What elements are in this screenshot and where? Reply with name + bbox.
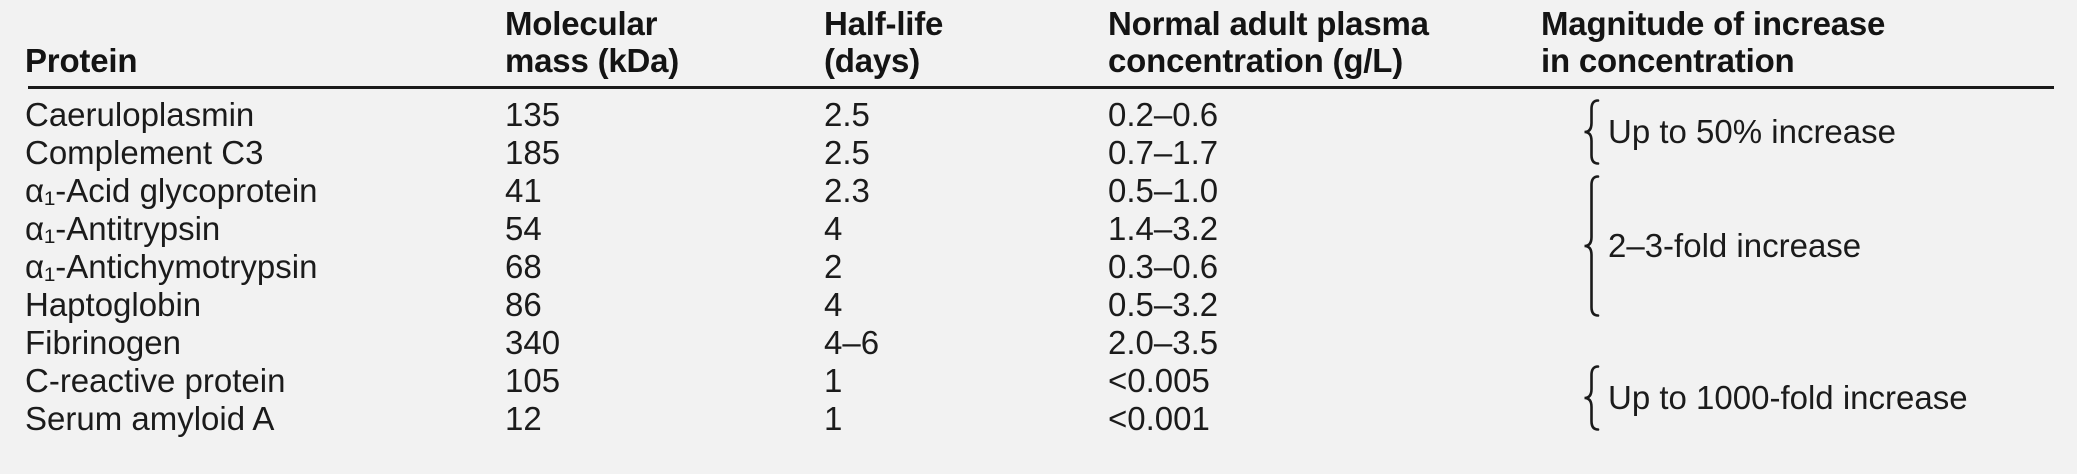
- cell-molecular-mass: 185: [505, 134, 561, 171]
- cell-molecular-mass: 12: [505, 400, 542, 437]
- cell-molecular-mass: 105: [505, 362, 561, 399]
- table-header-row: Protein Molecular mass (kDa) Half-life (…: [0, 0, 2077, 88]
- cell-half-life: 4: [824, 210, 843, 247]
- magnitude-label: Up to 1000-fold increase: [1608, 379, 1968, 416]
- col-header-line: (days): [824, 42, 920, 79]
- magnitude-group: Up to 1000-fold increase: [1583, 365, 1968, 431]
- col-header-half-life: Half-life (days): [824, 5, 943, 79]
- col-header-line: mass (kDa): [505, 42, 680, 79]
- table-row: Serum amyloid A 12 1 <0.001: [0, 400, 2077, 438]
- cell-molecular-mass: 340: [505, 324, 561, 361]
- col-header-plasma-concentration: Normal adult plasma concentration (g/L): [1108, 5, 1429, 79]
- cell-half-life: 1: [824, 362, 843, 399]
- cell-protein: α₁-Acid glycoprotein: [25, 172, 318, 209]
- header-rule: [28, 86, 2054, 89]
- cell-molecular-mass: 41: [505, 172, 542, 209]
- cell-concentration: 0.3–0.6: [1108, 248, 1219, 285]
- cell-molecular-mass: 68: [505, 248, 542, 285]
- cell-half-life: 2: [824, 248, 843, 285]
- brace-icon: [1584, 99, 1600, 165]
- cell-half-life: 4–6: [824, 324, 880, 361]
- col-header-line: Molecular: [505, 5, 658, 42]
- cell-half-life: 2.3: [824, 172, 870, 209]
- col-header-line: Half-life: [824, 5, 944, 42]
- cell-concentration: 0.2–0.6: [1108, 96, 1219, 133]
- cell-concentration: 1.4–3.2: [1108, 210, 1219, 247]
- cell-concentration: 0.5–3.2: [1108, 286, 1219, 323]
- table-row: C-reactive protein 105 1 <0.005: [0, 362, 2077, 400]
- cell-half-life: 1: [824, 400, 843, 437]
- cell-half-life: 4: [824, 286, 843, 323]
- cell-protein: Caeruloplasmin: [25, 96, 255, 133]
- magnitude-label: Up to 50% increase: [1608, 113, 1896, 150]
- col-header-line: concentration (g/L): [1108, 42, 1404, 79]
- brace-icon: [1584, 365, 1600, 431]
- col-header-molecular-mass: Molecular mass (kDa): [505, 5, 679, 79]
- col-header-line: Normal adult plasma: [1108, 5, 1429, 42]
- cell-molecular-mass: 86: [505, 286, 542, 323]
- table-row: α₁-Antitrypsin 54 4 1.4–3.2: [0, 210, 2077, 248]
- magnitude-label: 2–3-fold increase: [1608, 227, 1862, 264]
- cell-concentration: <0.005: [1108, 362, 1210, 399]
- cell-half-life: 2.5: [824, 96, 870, 133]
- cell-half-life: 2.5: [824, 134, 870, 171]
- cell-protein: Fibrinogen: [25, 324, 181, 361]
- cell-protein: α₁-Antitrypsin: [25, 210, 221, 247]
- cell-protein: Complement C3: [25, 134, 264, 171]
- cell-protein: C-reactive protein: [25, 362, 286, 399]
- table-row: α₁-Antichymotrypsin 68 2 0.3–0.6: [0, 248, 2077, 286]
- cell-concentration: <0.001: [1108, 400, 1210, 437]
- col-header-line: Protein: [25, 42, 138, 79]
- cell-protein: α₁-Antichymotrypsin: [25, 248, 318, 285]
- cell-molecular-mass: 54: [505, 210, 542, 247]
- magnitude-group: 2–3-fold increase: [1583, 175, 1861, 317]
- table-row: Complement C3 185 2.5 0.7–1.7: [0, 134, 2077, 172]
- table-row: Fibrinogen 340 4–6 2.0–3.5: [0, 324, 2077, 362]
- col-header-magnitude-of-increase: Magnitude of increase in concentration: [1541, 5, 1885, 79]
- cell-concentration: 2.0–3.5: [1108, 324, 1219, 361]
- cell-molecular-mass: 135: [505, 96, 561, 133]
- table-body: Caeruloplasmin 135 2.5 0.2–0.6 Complemen…: [0, 96, 2077, 438]
- table-row: Caeruloplasmin 135 2.5 0.2–0.6: [0, 96, 2077, 134]
- table-row: Haptoglobin 86 4 0.5–3.2: [0, 286, 2077, 324]
- col-header-line: Magnitude of increase: [1541, 5, 1886, 42]
- magnitude-group: Up to 50% increase: [1583, 99, 1896, 165]
- cell-concentration: 0.7–1.7: [1108, 134, 1219, 171]
- cell-protein: Haptoglobin: [25, 286, 202, 323]
- cell-protein: Serum amyloid A: [25, 400, 275, 437]
- table-row: α₁-Acid glycoprotein 41 2.3 0.5–1.0: [0, 172, 2077, 210]
- col-header-line: in concentration: [1541, 42, 1795, 79]
- brace-icon: [1584, 175, 1600, 317]
- col-header-protein: Protein: [25, 42, 137, 79]
- cell-concentration: 0.5–1.0: [1108, 172, 1219, 209]
